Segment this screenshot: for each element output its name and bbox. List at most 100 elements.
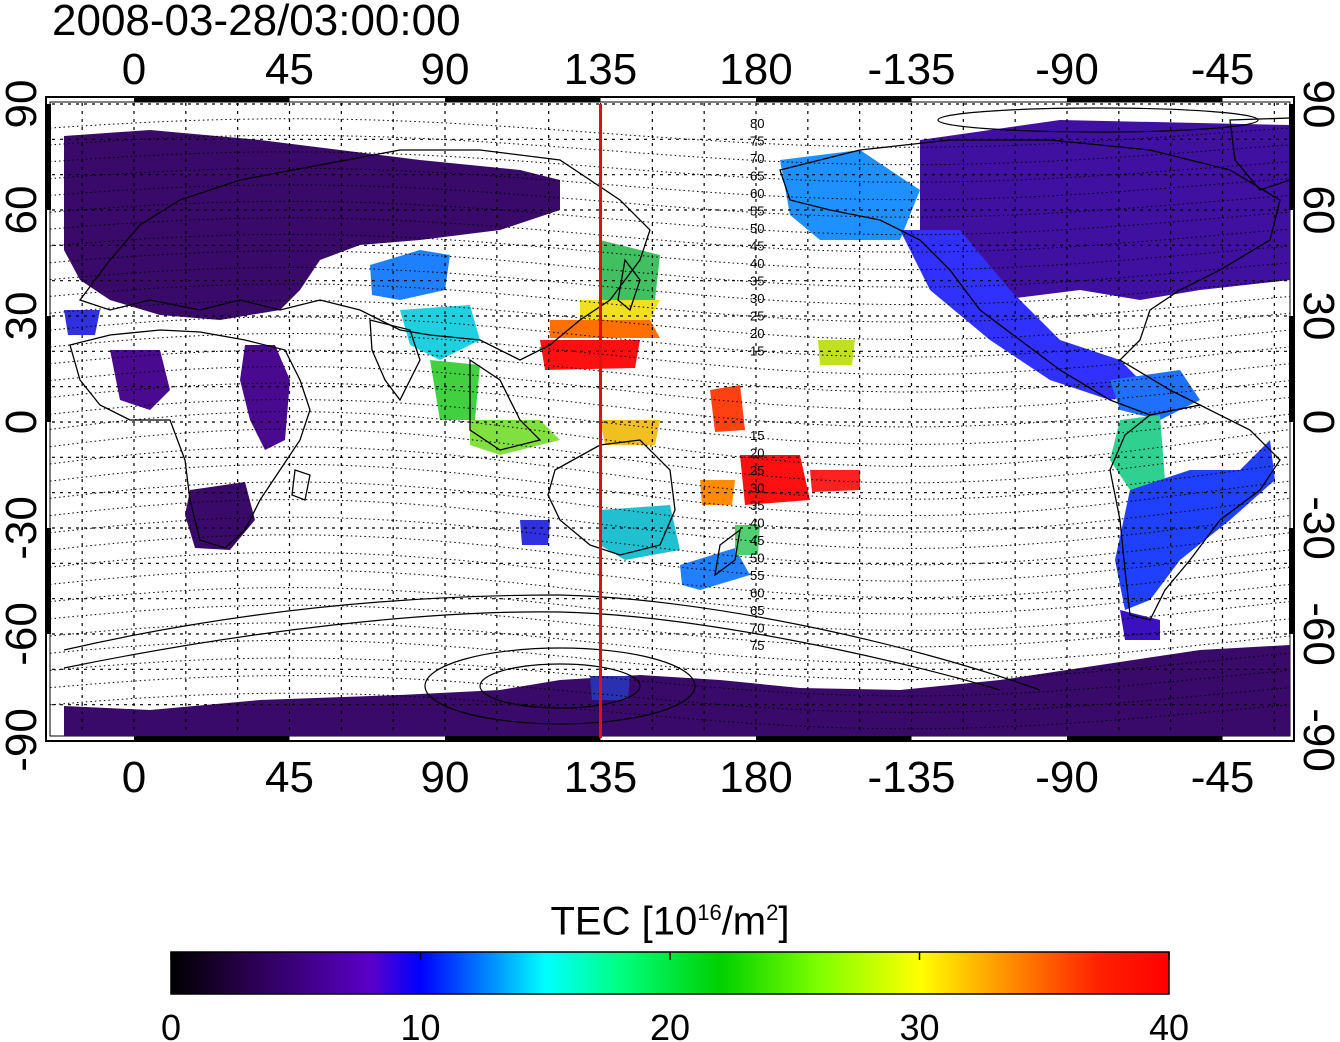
top-axis-bar xyxy=(445,96,601,102)
right-lat-tick-label: -90 xyxy=(1294,708,1340,772)
coastline-australia xyxy=(547,439,676,556)
left-lat-tick-label: 60 xyxy=(0,186,46,235)
left-lat-tick-label: 90 xyxy=(0,80,46,129)
colorbar-label: TEC [1016/m2] xyxy=(0,890,1340,944)
colorbar-tick-label: 10 xyxy=(400,1007,440,1042)
coastline-south-america xyxy=(1109,404,1281,621)
left-lat-tick-label: 0 xyxy=(0,410,46,434)
magnetic-lat-contour xyxy=(50,675,1290,713)
mag-lat-label: 70 xyxy=(750,151,764,166)
mag-lat-label: 15 xyxy=(750,428,764,443)
magnetic-lat-contour xyxy=(50,217,1290,253)
top-axis-bar xyxy=(134,96,290,102)
top-lon-tick-label: -45 xyxy=(1191,45,1255,94)
magnetic-lat-contour xyxy=(50,499,1290,549)
mag-lat-label: 30 xyxy=(750,291,764,306)
magnetic-lat-contour xyxy=(50,382,1290,428)
colorbar-ticks: 0 10 20 30 40 xyxy=(161,1007,1189,1042)
bottom-lon-tick-label: 180 xyxy=(719,753,792,802)
right-axis-bar xyxy=(1289,104,1295,210)
tec-data-layer xyxy=(64,120,1290,736)
left-axis-bar xyxy=(45,104,51,210)
bottom-lon-tick-label: 135 xyxy=(564,753,637,802)
coastlines xyxy=(69,117,1290,621)
tec-region-japan-yellow xyxy=(580,300,660,322)
right-lat-tick-label: -60 xyxy=(1294,602,1340,666)
map-title: 2008-03-28/03:00:00 xyxy=(52,0,461,45)
top-lon-tick-label: 90 xyxy=(421,45,470,94)
bottom-lon-tick-label: -135 xyxy=(867,753,955,802)
mag-lat-label: 70 xyxy=(750,621,764,636)
tec-region-antarctica-blue xyxy=(590,676,630,700)
tec-region-south-america-green xyxy=(1110,415,1165,490)
colorbar-label-exp2: 2 xyxy=(766,900,779,925)
magnetic-lat-contour xyxy=(50,200,1290,236)
magnetic-lat-contour xyxy=(50,481,1290,533)
right-lat-tick-label: -30 xyxy=(1294,496,1340,560)
magnetic-latitude-contours xyxy=(50,118,1290,730)
top-lon-tick-label: -90 xyxy=(1035,45,1099,94)
top-axis-bar xyxy=(1067,96,1223,102)
tec-region-pacific-red-1 xyxy=(710,385,745,432)
top-axis-bar xyxy=(756,96,912,102)
magnetic-lat-contour xyxy=(50,446,1290,500)
tec-region-europe-asia xyxy=(64,130,560,320)
polar-contours xyxy=(63,107,1259,725)
mag-lat-label: 80 xyxy=(750,116,764,131)
magnetic-lat-contour xyxy=(50,283,1290,323)
magnetic-lat-contour xyxy=(50,428,1290,484)
magnetic-lat-contour xyxy=(50,233,1290,271)
coastline-se-asia xyxy=(469,358,542,451)
mag-lat-label: 50 xyxy=(750,551,764,566)
mag-lat-label: 25 xyxy=(750,463,764,478)
mag-lat-label: 50 xyxy=(750,221,764,236)
mag-lat-label: 55 xyxy=(750,204,764,219)
magnetic-lat-contour xyxy=(50,463,1290,517)
right-lat-tick-label: 90 xyxy=(1294,80,1340,129)
tec-region-alaska xyxy=(780,150,920,240)
magnetic-lat-contour xyxy=(50,316,1290,358)
mag-lat-label: 35 xyxy=(750,498,764,513)
tec-region-south-america-blue xyxy=(1115,440,1275,610)
mag-lat-label: 75 xyxy=(750,134,764,149)
mag-lat-label: 40 xyxy=(750,256,764,271)
coastline-eurasia xyxy=(78,149,651,361)
tec-region-north-africa-arabia xyxy=(240,345,290,450)
left-axis-bar xyxy=(45,316,51,422)
tec-region-hawaii xyxy=(818,340,855,365)
tec-region-south-africa xyxy=(185,482,255,550)
bottom-lon-tick-label: 90 xyxy=(421,753,470,802)
magnetic-lat-contour xyxy=(50,250,1290,288)
tec-region-east-asia-orange xyxy=(550,320,660,338)
magnetic-lat-contour xyxy=(50,657,1290,697)
tec-region-central-asia xyxy=(370,250,450,300)
left-lat-tick-label: -60 xyxy=(0,602,46,666)
top-lon-tick-label: 45 xyxy=(265,45,314,94)
bottom-lon-tick-label: 0 xyxy=(122,753,146,802)
coastline-north-america xyxy=(779,139,1281,416)
coastline-africa xyxy=(69,329,311,549)
bottom-axis-bar xyxy=(756,736,912,742)
tec-region-patagonia xyxy=(1120,610,1160,640)
tec-region-australia xyxy=(600,505,680,560)
magnetic-lat-contour xyxy=(50,569,1290,615)
top-lon-tick-label: -135 xyxy=(867,45,955,94)
magnetic-lat-contour xyxy=(50,551,1290,599)
top-lon-tick-label: 135 xyxy=(564,45,637,94)
tec-region-new-zealand xyxy=(680,548,750,590)
tec-region-china-cyan xyxy=(400,305,480,360)
tec-region-antarctica xyxy=(64,645,1290,736)
bottom-lon-tick-label: -90 xyxy=(1035,753,1099,802)
magnetic-lat-labels-south: 15 20 25 30 35 40 45 50 55 60 65 70 75 xyxy=(750,428,764,653)
colorbar-label-prefix: TEC [10 xyxy=(550,899,698,944)
mag-lat-label: 20 xyxy=(750,446,764,461)
coastline-madagascar xyxy=(291,469,311,501)
right-latitude-ticks: 90 60 30 0 -30 -60 -90 xyxy=(1294,80,1340,772)
colorbar-tick-label: 30 xyxy=(899,1007,939,1042)
mag-lat-label: 40 xyxy=(750,516,764,531)
magnetic-lat-labels-north: 80 75 70 65 60 55 50 45 40 35 30 25 20 15 xyxy=(750,116,764,359)
mag-lat-label: 60 xyxy=(750,586,764,601)
mag-lat-label: 35 xyxy=(750,274,764,289)
graticule xyxy=(52,103,1288,735)
